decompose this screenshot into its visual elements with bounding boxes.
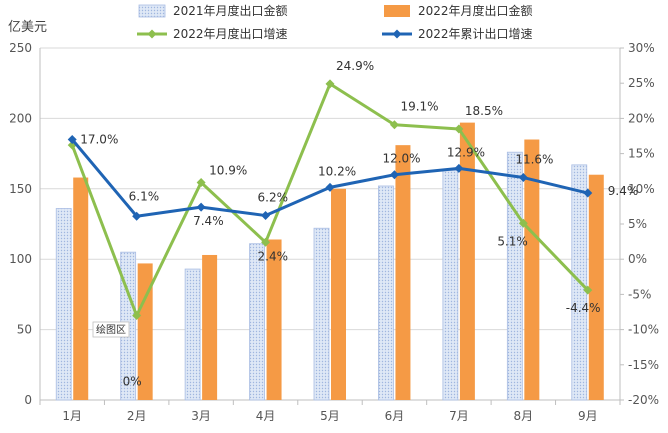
legend-label: 2022年月度出口金额 (418, 3, 533, 18)
right-tick-label: -5% (628, 287, 651, 301)
bar-2021 (249, 243, 265, 401)
gridlines (39, 47, 621, 401)
right-tick-label: 25% (628, 76, 655, 90)
marker-monthly (196, 177, 206, 187)
bar-2021 (506, 151, 523, 401)
left-tick-label: 50 (17, 323, 32, 337)
legend: 2021年月度出口金额 2022年月度出口金额 2022年月度出口增速 2022年累计… (137, 3, 533, 41)
data-label: 17.0% (80, 133, 118, 147)
legend-swatch (138, 4, 166, 18)
data-label: 19.1% (400, 100, 438, 114)
bar-2022 (524, 139, 540, 400)
right-tick-label: 15% (628, 147, 655, 161)
marker-cumulative (67, 135, 77, 145)
right-tick-label: -20% (628, 393, 659, 407)
bar-2021 (442, 170, 459, 401)
marker-monthly (583, 285, 593, 295)
marker-monthly (261, 237, 271, 247)
bar-2021 (184, 268, 201, 401)
data-label: -4.4% (566, 301, 601, 315)
marker-cumulative (261, 211, 271, 221)
marker-monthly (132, 311, 142, 321)
y-unit-label: 亿美元 (8, 20, 47, 35)
x-tick-label: 2月 (127, 409, 147, 423)
marker-cumulative (518, 173, 528, 183)
data-label: 10.2% (318, 164, 356, 178)
left-tick-label: 200 (9, 111, 32, 125)
marker-monthly (325, 79, 335, 89)
left-tick-label: 100 (9, 252, 32, 266)
data-label: 5.1% (497, 234, 528, 248)
right-tick-label: 30% (628, 41, 655, 55)
data-label: 0% (123, 375, 142, 389)
bar-2022 (202, 254, 218, 400)
bar-2022 (395, 145, 411, 400)
lines (67, 79, 593, 321)
data-label: 9.4% (608, 184, 639, 198)
bar-2022 (137, 263, 153, 400)
right-tick-label: -10% (628, 323, 659, 337)
marker-cumulative (196, 202, 206, 212)
right-tick-label: 10% (628, 182, 655, 196)
x-axis-ticks: 1月 2月 3月 4月 5月 6月 7月 8月 9月 (39, 400, 621, 423)
right-axis-ticks: -20% -15% -10% -5% 0% 5% 10% 15% 20% 25% 30% (620, 41, 659, 407)
right-tick-label: 5% (628, 217, 647, 231)
legend-swatch (384, 5, 410, 17)
marker-cumulative (454, 163, 464, 173)
marker-monthly (389, 120, 399, 130)
legend-label: 2022年月度出口增速 (173, 26, 288, 41)
marker-cumulative (583, 188, 593, 198)
bar-2022 (73, 177, 89, 400)
bars (55, 122, 604, 401)
marker-monthly (518, 218, 528, 228)
x-tick-label: 1月 (62, 409, 82, 423)
data-label: 7.4% (193, 214, 224, 228)
left-axis-ticks: 0 50 100 150 200 250 (9, 41, 32, 407)
x-tick-label: 9月 (578, 409, 598, 423)
left-tick-label: 0 (24, 393, 32, 407)
data-label: 11.6% (515, 153, 553, 167)
right-tick-label: 0% (628, 252, 647, 266)
legend-marker (392, 29, 402, 39)
data-label: 12.9% (447, 145, 485, 159)
tag-box (92, 321, 130, 338)
marker-cumulative (132, 211, 142, 221)
bar-2022 (459, 122, 475, 401)
data-label: 6.2% (258, 191, 289, 205)
data-label: 10.9% (209, 163, 247, 177)
data-label: 2.4% (258, 249, 289, 263)
x-tick-label: 7月 (449, 409, 469, 423)
bar-2022 (331, 188, 346, 400)
right-tick-label: -15% (628, 358, 659, 372)
legend-marker (147, 29, 157, 39)
bar-2022 (266, 239, 282, 400)
bar-2021 (313, 227, 330, 401)
left-tick-label: 250 (9, 41, 32, 55)
bar-2021 (55, 208, 72, 401)
right-tick-label: 20% (628, 111, 655, 125)
bar-2022 (588, 174, 604, 400)
x-tick-label: 8月 (514, 409, 534, 423)
data-label: 24.9% (336, 59, 374, 73)
data-label: 12.0% (382, 152, 420, 166)
data-label: 6.1% (129, 189, 160, 203)
x-tick-label: 4月 (256, 409, 276, 423)
marker-monthly (454, 124, 464, 134)
plot-area-tag: 绘图区 (92, 321, 130, 338)
x-tick-label: 6月 (385, 409, 405, 423)
x-tick-label: 5月 (320, 409, 340, 423)
legend-label: 2022年累计出口增速 (418, 27, 533, 41)
data-label: 18.5% (465, 104, 503, 118)
marker-cumulative (389, 170, 399, 180)
left-tick-label: 150 (9, 182, 32, 196)
data-labels: 0% 10.9% 2.4% 24.9% 19.1% 18.5% 5.1% -4.4% 17.0%… (80, 59, 638, 389)
marker-cumulative (325, 182, 335, 192)
x-tick-label: 3月 (191, 409, 211, 423)
bar-2021 (378, 185, 394, 401)
tag-label: 绘图区 (96, 323, 126, 336)
legend-label: 2021年月度出口金额 (173, 3, 288, 18)
